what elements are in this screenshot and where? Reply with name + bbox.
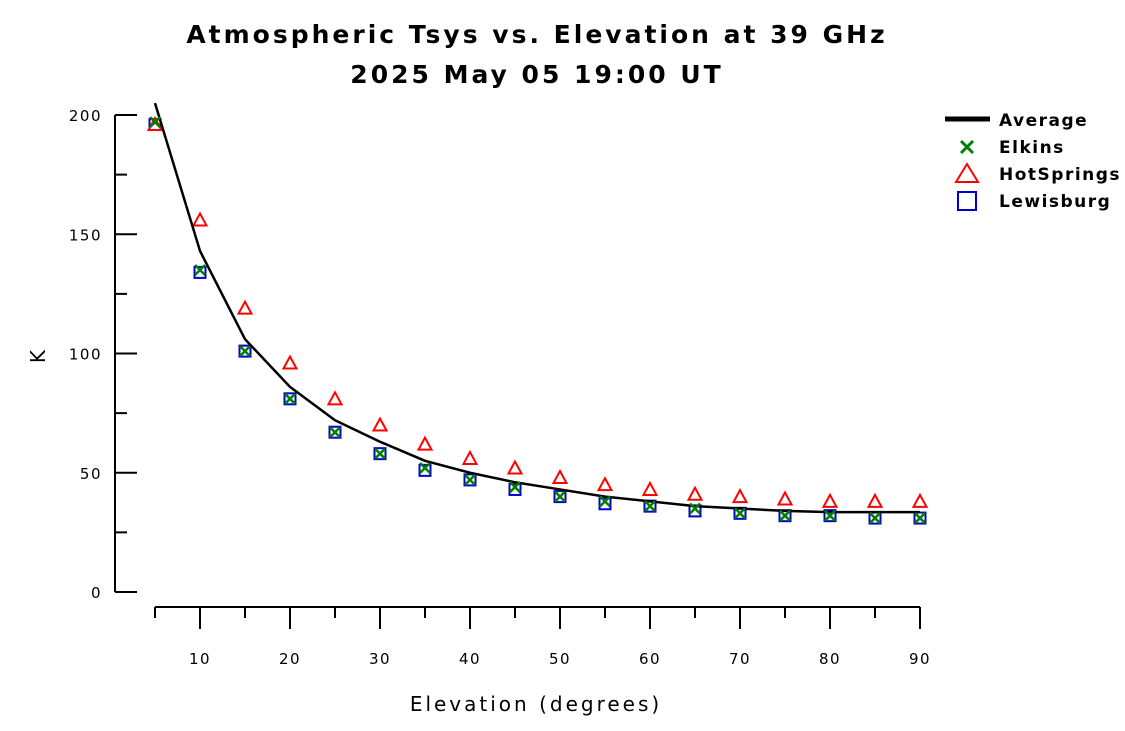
point-hotsprings (866, 492, 884, 508)
x-tick-label: 60 (639, 650, 661, 668)
point-hotsprings (281, 354, 299, 370)
y-axis-title: K (26, 347, 50, 363)
legend-label-average: Average (999, 111, 1088, 131)
plot-area (146, 102, 929, 525)
x-tick-label: 20 (279, 650, 301, 668)
point-hotsprings (326, 390, 344, 406)
point-hotsprings (641, 480, 659, 496)
x-tick-label: 80 (819, 650, 841, 668)
legend-swatch-hotsprings (954, 162, 980, 183)
point-lewisburg (823, 509, 837, 523)
point-hotsprings (596, 476, 614, 492)
point-lewisburg (553, 490, 567, 504)
point-elkins (509, 481, 521, 493)
point-hotsprings (461, 449, 479, 465)
x-axis-title: Elevation (degrees) (410, 692, 662, 716)
series-average (153, 102, 920, 514)
point-elkins (824, 509, 836, 522)
point-elkins (644, 500, 656, 513)
x-tick-label: 40 (459, 650, 481, 668)
point-lewisburg (598, 497, 612, 511)
series-line-average (153, 102, 920, 514)
legend: Average Elkins HotSprings Lewisburg (945, 111, 1121, 212)
point-hotsprings (506, 459, 524, 475)
point-elkins (914, 512, 926, 524)
y-tick-label: 0 (91, 584, 102, 602)
point-elkins (869, 512, 881, 524)
point-elkins (779, 509, 791, 522)
point-hotsprings (416, 435, 434, 451)
legend-label-lewisburg: Lewisburg (999, 192, 1111, 212)
point-hotsprings (551, 468, 569, 485)
y-tick-label: 200 (69, 107, 102, 125)
point-lewisburg (238, 344, 252, 358)
legend-item-lewisburg: Lewisburg (957, 191, 1111, 212)
point-lewisburg (418, 463, 432, 477)
point-elkins (194, 264, 206, 276)
point-lewisburg (283, 392, 297, 406)
legend-label-elkins: Elkins (999, 138, 1065, 158)
x-tick-label: 50 (549, 650, 571, 668)
point-hotsprings (191, 211, 209, 227)
point-hotsprings (911, 492, 929, 508)
x-tick-label: 10 (189, 650, 211, 668)
point-elkins (374, 447, 386, 460)
series-lewisburg (148, 118, 927, 525)
point-hotsprings (236, 299, 254, 315)
point-hotsprings (731, 488, 749, 504)
series-hotsprings (146, 115, 929, 508)
x-tick-label: 30 (369, 650, 391, 668)
legend-swatch-elkins (959, 139, 975, 155)
point-lewisburg (508, 482, 522, 496)
point-elkins (464, 474, 476, 486)
point-elkins (329, 426, 341, 439)
point-elkins (689, 502, 701, 515)
point-hotsprings (776, 490, 794, 506)
point-hotsprings (686, 485, 704, 501)
x-tick-label: 70 (729, 650, 751, 668)
point-hotsprings (371, 416, 389, 432)
chart-subtitle: 2025 May 05 19:00 UT (350, 60, 723, 89)
point-elkins (554, 490, 566, 503)
point-elkins (284, 392, 296, 405)
point-lewisburg (193, 265, 207, 279)
x-axis: 10 20 30 40 50 60 70 80 90 (154, 606, 931, 668)
point-hotsprings (821, 492, 839, 508)
chart-title: Atmospheric Tsys vs. Elevation at 39 GHz (186, 20, 887, 49)
point-lewisburg (463, 473, 477, 487)
y-tick-label: 50 (80, 465, 102, 483)
point-elkins (419, 462, 431, 474)
legend-item-elkins: Elkins (959, 138, 1065, 158)
legend-label-hotsprings: HotSprings (999, 165, 1121, 185)
legend-swatch-lewisburg (957, 191, 977, 211)
point-lewisburg (328, 425, 342, 439)
point-elkins (599, 495, 611, 508)
series-elkins (149, 116, 926, 524)
point-elkins (734, 507, 746, 520)
legend-item-hotsprings: HotSprings (954, 162, 1121, 185)
point-elkins (149, 116, 161, 129)
y-tick-label: 100 (69, 346, 102, 364)
x-tick-label: 90 (909, 650, 931, 668)
legend-item-average: Average (945, 111, 1088, 131)
y-axis: 0 50 100 150 200 (69, 107, 137, 602)
point-elkins (239, 345, 251, 357)
point-lewisburg (373, 447, 387, 461)
y-tick-label: 150 (69, 226, 102, 244)
